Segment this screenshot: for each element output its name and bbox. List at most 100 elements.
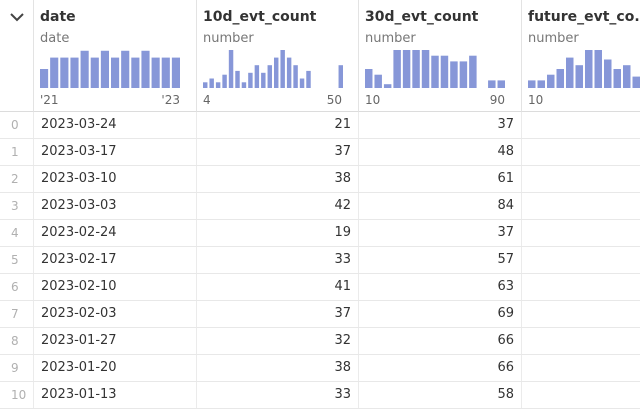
cell-10d-evt-count: 38 [197, 355, 359, 381]
row-index: 0 [0, 112, 34, 138]
column-title: future_evt_co... [528, 9, 640, 25]
column-histogram [40, 50, 180, 88]
column-header-future-evt-count[interactable]: future_evt_co... number 10 [522, 0, 640, 112]
histogram-bar [595, 50, 603, 88]
cell-future-evt-count [522, 274, 640, 300]
row-index: 5 [0, 247, 34, 273]
histogram-bar [209, 79, 213, 89]
histogram-bar [306, 71, 310, 88]
cell-date: 2023-03-17 [34, 139, 197, 165]
cell-date: 2023-03-03 [34, 193, 197, 219]
cell-30d-evt-count: 57 [359, 247, 522, 273]
cell-date: 2023-03-24 [34, 112, 197, 138]
histogram-bar [111, 58, 119, 88]
cell-future-evt-count [522, 328, 640, 354]
cell-30d-evt-count: 66 [359, 355, 522, 381]
cell-10d-evt-count: 37 [197, 139, 359, 165]
row-index: 1 [0, 139, 34, 165]
cell-date: 2023-01-27 [34, 328, 197, 354]
histogram-bar [498, 80, 505, 88]
histogram-bar [40, 69, 48, 88]
cell-10d-evt-count: 19 [197, 220, 359, 246]
row-index: 6 [0, 274, 34, 300]
histogram-bar [287, 58, 291, 88]
cell-30d-evt-count: 69 [359, 301, 522, 327]
histogram-bar [469, 56, 476, 88]
histogram-bar [141, 51, 149, 88]
cell-10d-evt-count: 33 [197, 247, 359, 273]
cell-date: 2023-01-20 [34, 355, 197, 381]
histogram-bar [242, 82, 246, 88]
row-index: 9 [0, 355, 34, 381]
histogram-bar [365, 69, 372, 88]
histogram-bar [614, 69, 622, 88]
cell-date: 2023-02-03 [34, 301, 197, 327]
row-index: 3 [0, 193, 34, 219]
column-histogram [365, 50, 505, 88]
cell-30d-evt-count: 61 [359, 166, 522, 192]
column-dtype: date [40, 31, 69, 46]
histogram-bar [393, 50, 400, 88]
column-header-30d-evt-count[interactable]: 30d_evt_count number 10 90 [359, 0, 522, 112]
histogram-bar [70, 58, 78, 88]
cell-30d-evt-count: 37 [359, 220, 522, 246]
cell-10d-evt-count: 41 [197, 274, 359, 300]
histogram-bar [384, 84, 391, 88]
row-index: 4 [0, 220, 34, 246]
cell-10d-evt-count: 42 [197, 193, 359, 219]
data-table: date date '21 '23 10d_evt_count number 4… [0, 0, 640, 400]
histogram-bar [300, 79, 304, 89]
cell-future-evt-count [522, 301, 640, 327]
column-header-10d-evt-count[interactable]: 10d_evt_count number 4 50 [197, 0, 359, 112]
chevron-down-icon[interactable] [10, 12, 24, 22]
histogram-bar [422, 50, 429, 88]
column-dtype: number [203, 31, 254, 46]
histogram-bar [431, 56, 438, 88]
cell-10d-evt-count: 32 [197, 328, 359, 354]
range-max: 50 [327, 93, 342, 107]
histogram-bar [293, 65, 297, 88]
histogram-bar [60, 58, 68, 88]
histogram-bar [412, 50, 419, 88]
cell-30d-evt-count: 66 [359, 328, 522, 354]
histogram-bar [538, 80, 546, 88]
cell-10d-evt-count: 38 [197, 166, 359, 192]
cell-future-evt-count [522, 112, 640, 138]
histogram-bar [557, 69, 565, 88]
histogram-bar [268, 65, 272, 88]
range-min: 4 [203, 93, 211, 107]
histogram-bar [222, 75, 226, 88]
histogram-bar [152, 58, 160, 88]
cell-10d-evt-count: 21 [197, 112, 359, 138]
range-max: '23 [161, 93, 180, 107]
histogram-bar [403, 50, 410, 88]
cell-date: 2023-02-24 [34, 220, 197, 246]
histogram-bar [488, 80, 495, 88]
histogram-bar [547, 75, 555, 88]
histogram-bar [604, 60, 612, 89]
row-index: 2 [0, 166, 34, 192]
column-histogram [528, 50, 640, 88]
histogram-bar [441, 56, 448, 88]
histogram-bar [81, 51, 89, 88]
histogram-bar [274, 58, 278, 88]
column-header-date[interactable]: date date '21 '23 [34, 0, 197, 112]
cell-30d-evt-count: 37 [359, 112, 522, 138]
cell-30d-evt-count: 58 [359, 382, 522, 408]
histogram-bar [450, 61, 457, 88]
cell-future-evt-count [522, 193, 640, 219]
cell-30d-evt-count: 48 [359, 139, 522, 165]
histogram-bar [235, 71, 239, 88]
histogram-bar [374, 75, 381, 88]
